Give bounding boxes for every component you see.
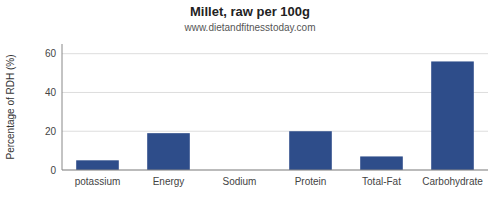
bar xyxy=(431,61,474,170)
y-tick-label: 20 xyxy=(45,126,57,137)
grid-line xyxy=(62,53,488,54)
x-tick-label: Energy xyxy=(153,176,185,187)
grid-line xyxy=(62,92,488,93)
bar xyxy=(147,133,190,170)
x-tick-label: potassium xyxy=(75,176,121,187)
x-tick-label: Total-Fat xyxy=(362,176,401,187)
bar xyxy=(289,131,332,170)
x-tick-label: Sodium xyxy=(223,176,257,187)
bar xyxy=(76,160,119,170)
y-axis-label: Percentage of RDH (%) xyxy=(5,54,16,159)
grid-line xyxy=(62,131,488,132)
y-tick-label: 0 xyxy=(50,165,56,176)
y-axis-line xyxy=(62,44,63,170)
grid xyxy=(62,54,488,170)
subtitle: www.dietandfitnesstoday.com xyxy=(184,22,316,33)
x-axis-line xyxy=(62,170,488,171)
grid-line xyxy=(62,170,488,171)
chart-container: Millet, raw per 100g www.dietandfitnessto… xyxy=(0,0,500,200)
bars xyxy=(76,61,474,170)
chart: Millet, raw per 100g www.dietandfitnessto… xyxy=(0,0,500,200)
title: Millet, raw per 100g xyxy=(190,4,310,19)
y-tick-label: 60 xyxy=(45,48,57,59)
bar xyxy=(360,156,403,170)
x-tick-label: Carbohydrate xyxy=(422,176,483,187)
y-tick-label: 40 xyxy=(45,87,57,98)
x-tick-label: Protein xyxy=(295,176,327,187)
